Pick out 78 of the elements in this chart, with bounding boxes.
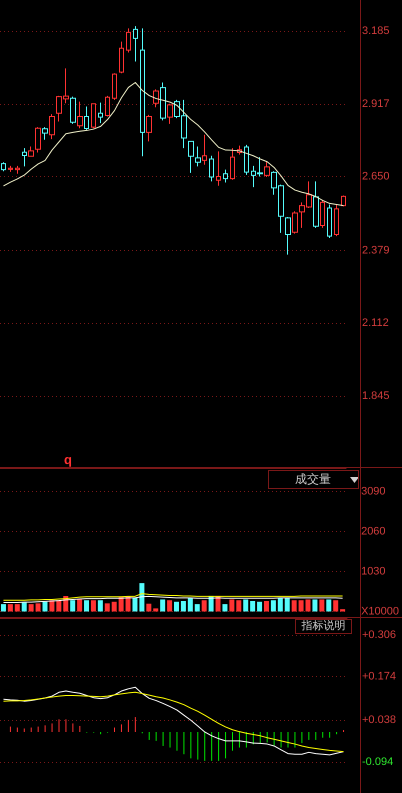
bar — [243, 599, 248, 612]
bar — [160, 599, 166, 612]
bar — [250, 601, 256, 612]
annotation: 指标说明 — [302, 620, 346, 634]
candlestick — [8, 165, 13, 172]
candlestick — [223, 169, 228, 183]
y-tick-label: 2.650 — [362, 170, 390, 183]
candlestick — [126, 28, 131, 54]
bar — [0, 604, 6, 612]
bar — [167, 600, 172, 612]
bar — [84, 600, 90, 612]
bar — [298, 600, 304, 612]
candlestick — [98, 102, 103, 124]
bar — [333, 600, 338, 612]
bar — [236, 600, 242, 612]
bar — [194, 604, 200, 612]
y-tick-label: X10000 — [361, 606, 400, 618]
y-tick-label: 3090 — [361, 485, 386, 498]
bar — [90, 600, 96, 612]
bar — [56, 600, 62, 612]
y-tick-label: 1030 — [361, 565, 386, 578]
bar — [306, 599, 311, 612]
bar — [264, 601, 269, 612]
bar — [139, 583, 144, 612]
y-tick-label: 1.845 — [362, 390, 390, 402]
bar — [202, 600, 207, 612]
candlestick — [188, 140, 194, 174]
bar — [118, 597, 124, 612]
bar — [312, 599, 318, 612]
line-series — [2, 82, 344, 206]
line-series — [2, 596, 344, 604]
bar — [222, 604, 228, 612]
candlestick — [119, 41, 124, 74]
y-tick-label: 2.379 — [362, 244, 390, 257]
bar — [28, 604, 34, 612]
candlestick — [244, 144, 249, 176]
annotation: q — [64, 452, 72, 468]
bar — [77, 599, 82, 612]
y-tick-label: +0.306 — [362, 628, 396, 641]
y-tick-label: -0.094 — [362, 756, 394, 768]
bar — [229, 599, 234, 612]
candlestick — [112, 72, 117, 100]
candlestick — [334, 204, 339, 237]
bar — [292, 600, 297, 612]
candlestick — [216, 150, 221, 186]
bar — [70, 600, 76, 612]
bar — [319, 599, 324, 612]
bar — [49, 600, 54, 612]
annotation: 成交量 — [295, 472, 331, 487]
candlestick — [1, 162, 6, 172]
bar — [42, 602, 48, 612]
y-tick-label: 2.112 — [362, 317, 389, 330]
bar — [270, 600, 276, 612]
candlestick — [15, 165, 20, 174]
candlestick — [91, 102, 96, 129]
bar — [36, 603, 41, 612]
bar — [14, 604, 20, 612]
y-tick-label: 2.917 — [362, 98, 390, 110]
bar — [132, 598, 138, 612]
candlestick — [105, 95, 110, 118]
y-tick-label: +0.174 — [362, 670, 396, 683]
candlestick — [341, 195, 346, 207]
bar — [174, 602, 179, 612]
line-series — [2, 593, 344, 601]
bar — [257, 602, 262, 612]
y-tick-label: 2060 — [361, 525, 386, 538]
bar — [22, 602, 27, 612]
candlestick — [133, 26, 138, 62]
y-tick-label: 3.185 — [362, 25, 390, 38]
bar — [188, 598, 193, 612]
candlestick — [327, 204, 332, 238]
bar — [98, 600, 103, 612]
bar — [180, 601, 186, 612]
candlestick — [230, 148, 235, 180]
candlestick — [209, 155, 214, 182]
bar — [326, 599, 332, 612]
y-tick-label: +0.038 — [362, 714, 396, 726]
bar — [8, 604, 13, 612]
